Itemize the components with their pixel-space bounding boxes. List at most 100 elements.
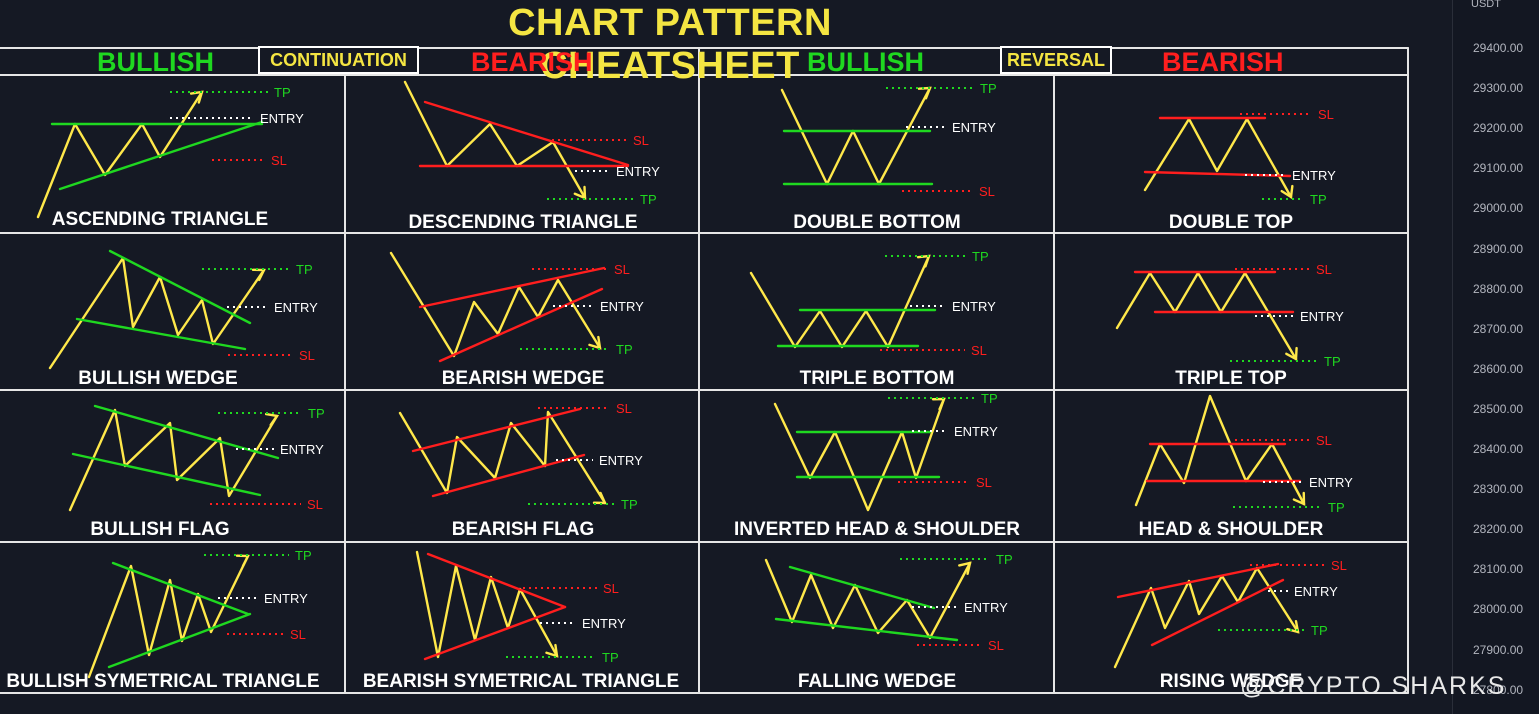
sl-label: SL: [1318, 107, 1334, 122]
price-axis-tick: 29100.00: [1473, 161, 1524, 176]
breakout-arrow: [235, 554, 250, 568]
entry-label: ENTRY: [599, 453, 643, 468]
tp-label: TP: [602, 650, 619, 665]
price-axis-tick: 28900.00: [1473, 241, 1524, 256]
tp-label: TP: [996, 552, 1013, 567]
price-path: [749, 254, 931, 349]
price-axis-tick: 28400.00: [1473, 442, 1524, 456]
price-axis-tick: 29300.00: [1473, 81, 1524, 96]
pattern-title: RISING WEDGE: [1159, 671, 1303, 692]
price-path: [764, 558, 972, 640]
entry-label: ENTRY: [600, 299, 644, 314]
main-title: CHART PATTERN CHEATSHEET: [508, 2, 832, 87]
entry-label: ENTRY: [1292, 168, 1336, 183]
price-axis-tick: 28800.00: [1473, 281, 1524, 296]
pattern-title: BEARISH SYMETRICAL TRIANGLE: [362, 671, 680, 692]
price-axis-tick: 28500.00: [1473, 401, 1524, 416]
header-bullish-reversal: BULLISH: [807, 47, 924, 77]
price-path: [87, 554, 250, 679]
entry-label: ENTRY: [952, 120, 996, 135]
entry-label: ENTRY: [582, 616, 626, 631]
neckline: [1143, 170, 1292, 178]
price-path: [415, 550, 559, 659]
breakout-arrow: [264, 412, 280, 427]
entry-label: ENTRY: [616, 164, 660, 179]
support-line: [438, 287, 604, 363]
pattern-title: BEARISH FLAG: [451, 519, 595, 540]
pattern-title: TRIPLE BOTTOM: [799, 368, 955, 389]
entry-label: ENTRY: [1309, 475, 1353, 490]
price-axis-tick: 28700.00: [1473, 321, 1524, 336]
sl-label: SL: [979, 184, 995, 199]
tp-label: TP: [1311, 623, 1328, 638]
breakout-arrow: [916, 254, 931, 268]
tp-label: TP: [980, 81, 997, 96]
price-path: [773, 397, 946, 512]
entry-label: ENTRY: [1300, 309, 1344, 324]
tp-label: TP: [274, 85, 291, 100]
support-line: [423, 605, 567, 661]
resistance-line: [108, 249, 252, 325]
header-reversal: REVERSAL: [1000, 46, 1112, 74]
pattern-title: DOUBLE BOTTOM: [793, 212, 961, 233]
price-path: [68, 408, 279, 512]
price-axis-tick: 29000.00: [1473, 201, 1524, 216]
price-path: [48, 256, 266, 370]
pattern-title: HEAD & SHOULDER: [1138, 519, 1324, 540]
entry-label: ENTRY: [964, 600, 1008, 615]
price-axis[interactable]: USDT 29400.00 29300.00 29200.00 29100.00 290…: [1452, 0, 1539, 714]
support-line: [774, 617, 959, 642]
price-axis-tick: 27900.00: [1473, 642, 1524, 657]
sl-label: SL: [976, 475, 992, 490]
pattern-title: DOUBLE TOP: [1168, 212, 1294, 233]
entry-label: ENTRY: [260, 111, 304, 126]
pattern-title: INVERTED HEAD & SHOULDER: [733, 519, 1021, 540]
breakdown-arrow: [1280, 184, 1294, 200]
resistance-line: [111, 561, 250, 616]
price-path: [1113, 566, 1300, 669]
tp-label: TP: [640, 192, 657, 207]
entry-label: ENTRY: [954, 424, 998, 439]
tp-label: TP: [1328, 500, 1345, 515]
breakdown-arrow: [1285, 346, 1298, 361]
price-path: [1115, 271, 1298, 361]
lower-channel: [71, 452, 262, 497]
sl-label: SL: [1316, 262, 1332, 277]
breakdown-arrow: [592, 491, 607, 505]
price-path: [780, 86, 932, 186]
sl-label: SL: [603, 581, 619, 596]
price-axis-tick: 28300.00: [1473, 482, 1524, 497]
sl-label: SL: [614, 262, 630, 277]
resistance-line: [423, 100, 630, 167]
tp-label: TP: [308, 406, 325, 421]
support-line: [58, 120, 264, 191]
resistance-line: [1116, 562, 1280, 599]
tp-label: TP: [621, 497, 638, 512]
header-bullish-continuation: BULLISH: [97, 47, 214, 77]
entry-label: ENTRY: [1294, 584, 1338, 599]
breakout-arrow: [958, 561, 972, 575]
pattern-title: FALLING WEDGE: [797, 671, 957, 692]
pattern-title: BULLISH FLAG: [90, 519, 230, 540]
tp-label: TP: [616, 342, 633, 357]
tp-label: TP: [981, 391, 998, 406]
sl-label: SL: [1331, 558, 1347, 573]
sl-label: SL: [616, 401, 632, 416]
header-continuation: CONTINUATION: [258, 46, 419, 74]
price-path: [1134, 394, 1306, 507]
sl-label: SL: [290, 627, 306, 642]
sl-label: SL: [271, 153, 287, 168]
price-path: [1143, 117, 1293, 199]
price-path: [403, 80, 587, 200]
price-axis-tick: 28200.00: [1473, 522, 1524, 537]
lower-channel: [431, 453, 586, 498]
pattern-title: BULLISH SYMETRICAL TRIANGLE: [6, 671, 320, 692]
pattern-title: ASCENDING TRIANGLE: [51, 209, 269, 230]
pattern-title: TRIPLE TOP: [1175, 368, 1287, 389]
sl-label: SL: [1316, 433, 1332, 448]
breakdown-arrow: [545, 643, 559, 658]
sl-label: SL: [633, 133, 649, 148]
upper-channel: [93, 404, 280, 460]
